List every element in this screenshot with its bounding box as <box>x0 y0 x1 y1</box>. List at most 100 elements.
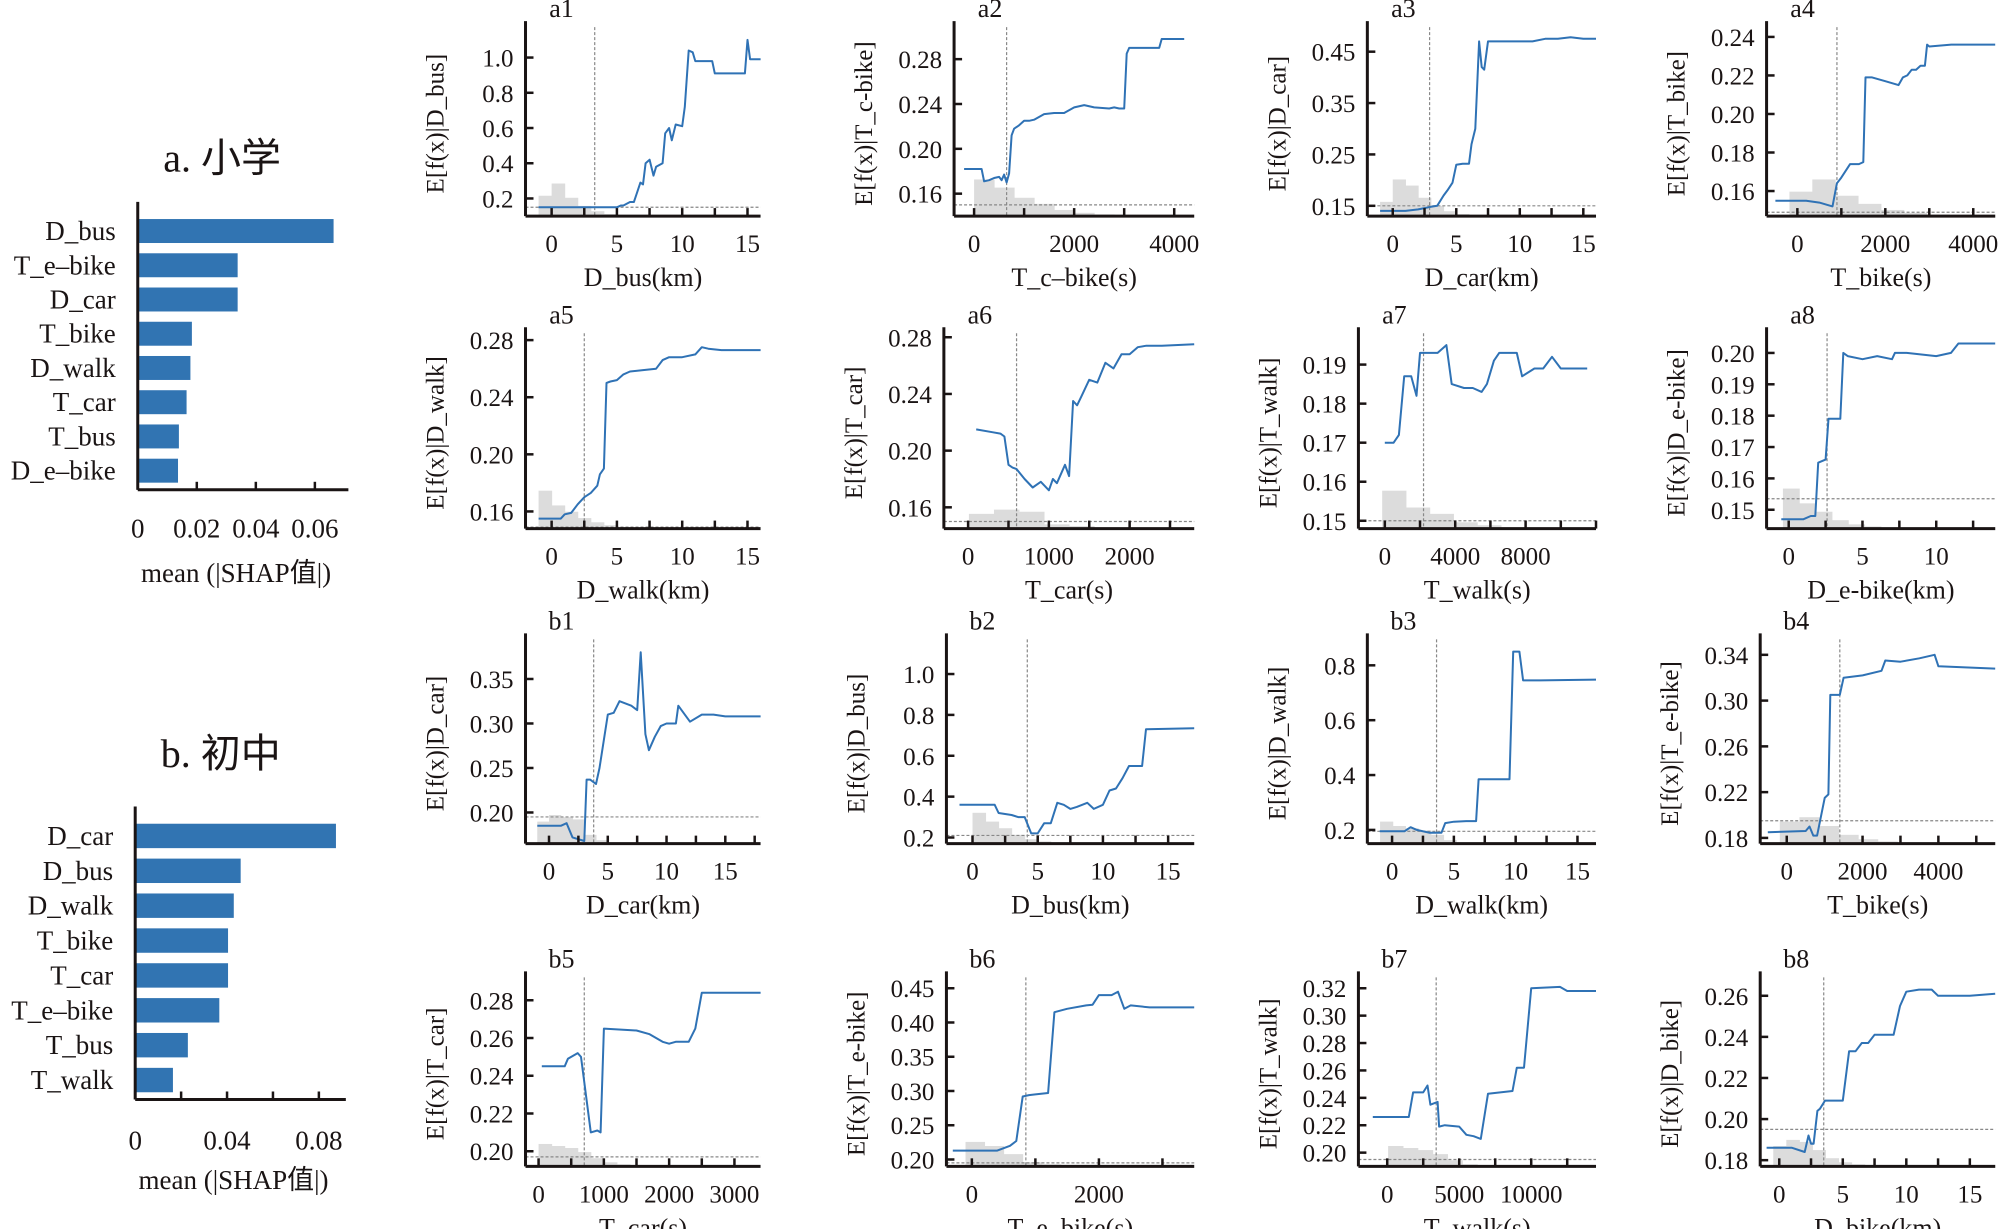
x-tick-label: 2000 <box>1074 1181 1124 1208</box>
y-tick-label: 0.45 <box>1312 40 1356 67</box>
x-tick-label: 0 <box>131 513 145 543</box>
y-tick-label: 0.40 <box>891 1010 935 1037</box>
x-tick-label: 4000 <box>1149 231 1199 258</box>
x-tick-label: 5 <box>602 859 615 886</box>
bar <box>138 424 179 449</box>
x-tick-label: 0 <box>968 231 981 258</box>
histogram-bar <box>551 1145 566 1167</box>
histogram-bar <box>1782 488 1800 529</box>
histogram-bar <box>1773 1145 1787 1167</box>
histogram-bar <box>1825 1158 1840 1167</box>
bar <box>136 998 220 1023</box>
bar-chart-b: b. 初中 D_car D_bus D_walk T_bike T_car T_e–bike… <box>11 731 346 1195</box>
x-tick-label: 0 <box>545 231 558 258</box>
histogram-bar <box>1432 1154 1449 1167</box>
histogram-bar <box>1812 179 1836 217</box>
x-tick-label: 0 <box>962 544 975 571</box>
x-tick-label: 2000 <box>644 1181 694 1208</box>
bar-category-label: D_walk <box>28 891 114 921</box>
x-tick-label: 5 <box>1856 544 1869 571</box>
dependence-line <box>1379 650 1597 834</box>
histogram-bar <box>1831 520 1849 529</box>
x-tick-label: 0 <box>1387 231 1400 258</box>
x-tick-label: 15 <box>1156 859 1181 886</box>
histogram-bar <box>1380 201 1394 217</box>
bar <box>136 823 336 849</box>
y-tick-label: 0.6 <box>903 744 934 771</box>
y-axis-label: E[f(x)|D_bus] <box>843 674 870 814</box>
y-tick-label: 0.18 <box>1711 141 1755 168</box>
y-axis-label: E[f(x)|T_e-bike] <box>843 992 870 1157</box>
y-tick-label: 0.18 <box>1704 1148 1748 1175</box>
histogram-bar <box>1447 1160 1463 1167</box>
histogram-bar <box>1429 513 1454 529</box>
y-tick-label: 0.22 <box>1704 1066 1748 1093</box>
subplot-title: a7 <box>1382 300 1407 329</box>
x-axis-label: mean (|SHAP值|) <box>141 558 331 588</box>
x-tick-label: 15 <box>1565 859 1590 886</box>
bar-category-label: D_walk <box>30 353 116 383</box>
y-axis-label: E[f(x)|D_walk] <box>423 356 450 510</box>
y-tick-label: 0.30 <box>1303 1004 1347 1031</box>
bar <box>138 458 179 483</box>
dependence-line <box>1766 988 1996 1153</box>
y-tick-label: 0.8 <box>482 81 513 108</box>
y-axis-label: E[f(x)|T_c-bike] <box>851 41 878 206</box>
y-tick-label: 0.32 <box>1303 976 1347 1003</box>
histogram-bar <box>993 509 1020 529</box>
y-tick-label: 0.24 <box>898 92 942 119</box>
y-axis-label: E[f(x)|D_walk] <box>1264 667 1291 821</box>
histogram-bar <box>1054 209 1075 217</box>
histogram-bar <box>1789 191 1813 217</box>
histogram-bar <box>1392 826 1406 844</box>
subplot-title: b6 <box>969 944 995 973</box>
dependence-plot-b1: 0 5 10 15 0.20 0.25 0.30 0.35 b1 D_car(km) E[f(x)|… <box>423 606 761 920</box>
histogram-bar <box>596 840 609 844</box>
histogram-bar <box>1835 195 1859 217</box>
x-tick-label: 3000 <box>709 1181 759 1208</box>
subplot-title: b4 <box>1783 606 1809 635</box>
x-axis-label: D_car(km) <box>586 891 700 920</box>
histogram-bar <box>1903 212 1928 217</box>
bar-category-label: T_bus <box>46 1030 114 1060</box>
dependence-plot-a3: 0 5 10 15 0.15 0.25 0.35 0.45 a3 D_car(km) E[f(x)|… <box>1264 0 1597 292</box>
bar-category-label: T_e–bike <box>11 995 113 1025</box>
y-tick-label: 0.28 <box>1303 1031 1347 1058</box>
bar-category-label: D_car <box>47 821 113 851</box>
x-tick-label: 15 <box>735 231 760 258</box>
subplot-title: a6 <box>968 300 993 329</box>
y-tick-label: 0.22 <box>1303 1113 1347 1140</box>
histogram-bar <box>1818 826 1840 844</box>
bar-category-label: D_car <box>50 284 116 314</box>
histogram-bar <box>1786 1139 1800 1167</box>
y-tick-label: 0.6 <box>1324 708 1355 735</box>
bar-category-label: D_bus <box>43 856 114 886</box>
bar-category-label: T_bus <box>48 421 116 451</box>
y-tick-label: 0.25 <box>1312 142 1356 169</box>
x-tick-label: 0 <box>532 1181 545 1208</box>
x-tick-label: 0 <box>545 544 558 571</box>
y-tick-label: 0.4 <box>903 785 935 812</box>
histogram-bar <box>1022 1162 1043 1167</box>
histogram-bar <box>1848 524 1866 529</box>
bar-category-label: D_e–bike <box>11 456 116 486</box>
y-tick-label: 0.22 <box>1711 63 1755 90</box>
x-tick-label: 10 <box>1924 544 1949 571</box>
x-tick-label: 10 <box>1503 859 1528 886</box>
y-tick-label: 0.34 <box>1704 643 1748 670</box>
x-tick-label: 0 <box>1780 859 1793 886</box>
x-tick-label: 2000 <box>1860 231 1910 258</box>
y-tick-label: 0.35 <box>891 1045 935 1072</box>
bar <box>136 928 229 953</box>
histogram-bar <box>1418 830 1432 844</box>
histogram-bar <box>1418 197 1432 217</box>
y-tick-label: 0.20 <box>891 1147 935 1174</box>
x-tick-label: 5000 <box>1434 1181 1484 1208</box>
bar <box>136 858 241 884</box>
y-tick-label: 0.20 <box>1303 1141 1347 1168</box>
dependence-plot-a8: 0 5 10 0.15 0.16 0.17 0.18 0.19 0.20 a8 D_e-bike(k… <box>1664 300 1996 605</box>
x-axis-label: T_c–bike(s) <box>1011 263 1137 292</box>
dependence-plot-b5: 0 1000 2000 3000 0.20 0.22 0.24 0.26 0.28 b5 T_car… <box>423 944 761 1229</box>
histogram-bar <box>1443 840 1457 844</box>
x-axis-label: T_car(s) <box>599 1213 687 1229</box>
